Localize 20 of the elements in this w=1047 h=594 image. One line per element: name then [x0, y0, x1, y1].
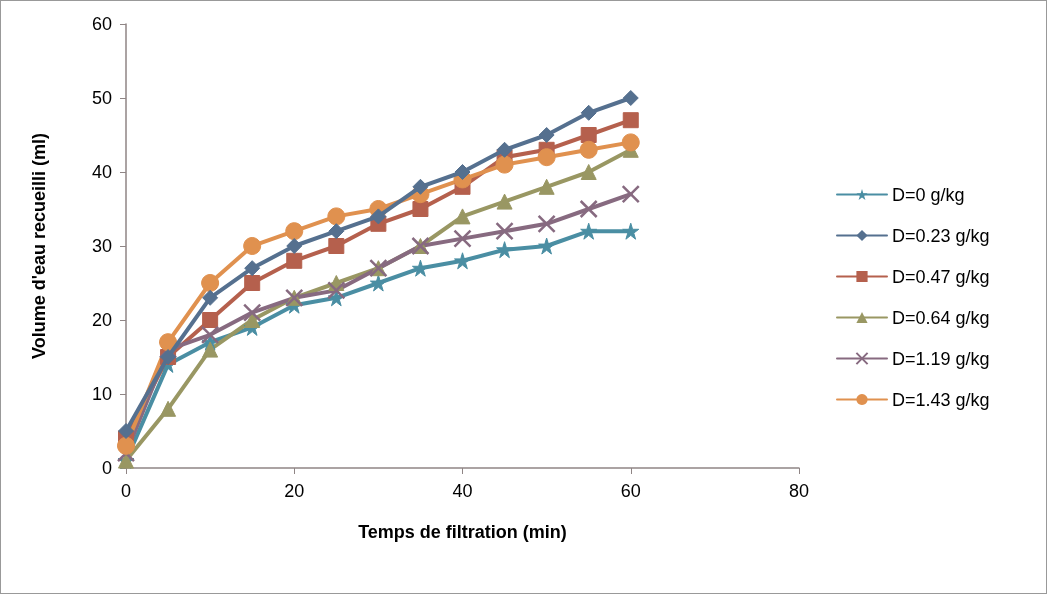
y-axis-title: Volume d'eau recueilli (ml): [29, 132, 49, 360]
legend-label: D=0.47 g/kg: [892, 266, 990, 287]
y-tick-label: 0: [101, 458, 112, 478]
x-tick-label: 60: [620, 481, 641, 501]
y-tick-label: 20: [91, 310, 112, 330]
y-tick-label: 40: [91, 162, 112, 182]
legend-label: D=1.19 g/kg: [892, 348, 990, 369]
y-tick-label: 30: [91, 236, 112, 256]
legend-label: D=0.23 g/kg: [892, 225, 990, 246]
x-axis-title: Temps de filtration (min): [358, 522, 567, 542]
legend-label: D=1.43 g/kg: [892, 389, 990, 410]
y-tick-label: 10: [91, 384, 112, 404]
x-tick-label: 0: [120, 481, 132, 501]
legend-label: D=0 g/kg: [892, 184, 965, 205]
legend-label: D=0.64 g/kg: [892, 307, 990, 328]
y-tick-label: 60: [91, 14, 112, 34]
x-tick-label: 80: [788, 481, 810, 501]
y-tick-label: 50: [91, 88, 112, 108]
x-tick-label: 40: [452, 481, 473, 501]
x-tick-label: 20: [284, 481, 305, 501]
